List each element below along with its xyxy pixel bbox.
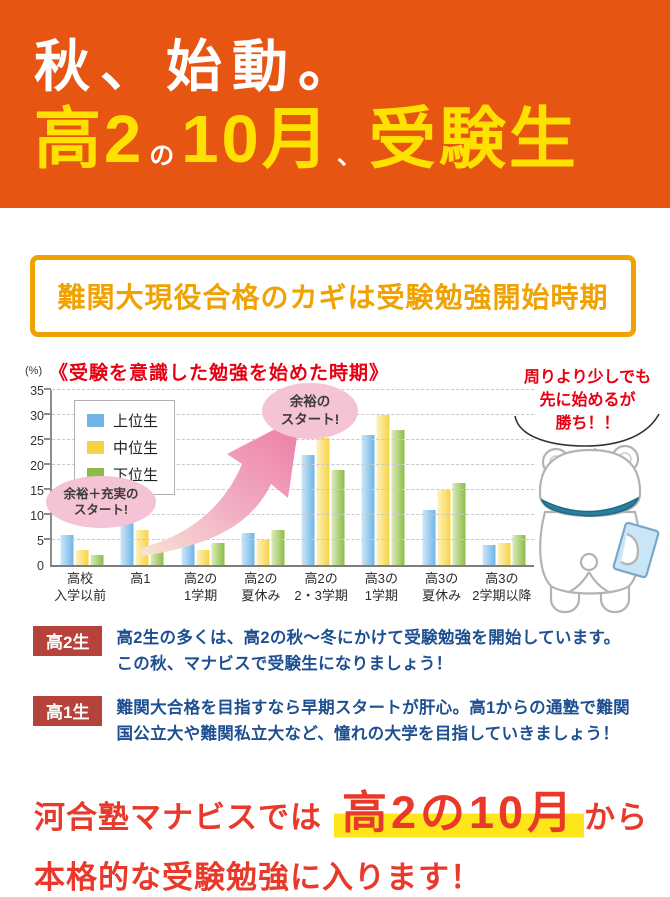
y-tick-label: 5 (37, 534, 44, 548)
x-category-label: 高3の 夏休み (422, 571, 462, 603)
footer-line2: 本格的な受験勉強に入ります！ (34, 860, 482, 895)
bar-中位生-2 (196, 550, 210, 565)
bar-上位生-3 (241, 532, 255, 565)
annotation-bubble-relaxed-solid-start: 余裕＋充実の スタート! (46, 476, 156, 528)
header-title-part5: 受験生 (368, 102, 579, 177)
bar-上位生-6 (422, 510, 436, 565)
y-tick-label: 35 (30, 384, 44, 398)
x-category-label: 高1 (130, 571, 151, 586)
x-category-label: 高2の 夏休み (241, 571, 281, 603)
y-axis-unit-label: (%) (25, 365, 43, 377)
axis-tick (44, 463, 51, 465)
bar-上位生-5 (361, 435, 375, 565)
annotation-bubble-relaxed-start: 余裕の スタート! (262, 383, 358, 439)
bar-下位生-3 (271, 530, 285, 565)
gridline (52, 514, 534, 515)
gridline (52, 489, 534, 490)
axis-tick (44, 438, 51, 440)
bar-上位生-4 (301, 455, 315, 565)
header-title-part1: 高2 (34, 102, 145, 177)
chart-title: 《受験を意識した勉強を始めた時期》 (49, 363, 390, 384)
rising-arrow-icon (140, 416, 300, 556)
grade2-badge: 高2生 (33, 626, 103, 656)
bar-下位生-4 (331, 470, 345, 565)
gridline (52, 539, 534, 540)
y-tick-label: 30 (30, 409, 44, 423)
x-category-label: 高校 入学以前 (54, 571, 107, 603)
header-main-title: 高2 の 10月 、 受験生 (34, 98, 579, 182)
header-banner: 秋、始動。 高2 の 10月 、 受験生 (0, 0, 670, 208)
bar-中位生-6 (437, 490, 451, 565)
footer-message: 河合塾マナビスでは 高2の10月 から 本格的な受験勉強に入ります！ (34, 776, 649, 897)
bar-上位生-7 (482, 545, 496, 565)
header-catchphrase: 秋、始動。 (34, 35, 364, 98)
footer-highlight: 高2の10月 (334, 776, 585, 841)
header-title-part2: の (149, 141, 175, 170)
footer-part1: 河合塾マナビスでは (34, 800, 322, 835)
x-category-label: 高3の 2学期以降 (472, 571, 532, 603)
header-title-part3: 10月 (181, 102, 332, 177)
chart-section: (%) 《受験を意識した勉強を始めた時期》 0 5 10 15 20 25 30 35 余裕＋… (0, 358, 670, 620)
bar-group (414, 390, 474, 565)
mascot-area: 周りより少しでも 先に始めるが 勝ち！！ (505, 360, 670, 618)
legend-swatch (87, 441, 104, 454)
bar-group (52, 390, 112, 565)
axis-tick (44, 413, 51, 415)
bar-下位生-7 (512, 535, 526, 565)
axis-tick (44, 513, 51, 515)
legend-label: 中位生 (113, 440, 159, 457)
section-grade2: 高2生 高2生の多くは、高2の秋～冬にかけて受験勉強を開始しています。 この秋、… (33, 626, 641, 678)
legend-swatch (87, 414, 104, 427)
gridline (52, 464, 534, 465)
bar-下位生-6 (452, 482, 466, 565)
grade2-text: 高2生の多くは、高2の秋～冬にかけて受験勉強を開始しています。 この秋、マナビス… (116, 629, 621, 674)
key-message-text: 難関大現役合格のカギは受験勉強開始時期 (57, 282, 609, 313)
bar-下位生-0 (90, 555, 104, 565)
y-axis-labels: 0 5 10 15 20 25 30 35 (16, 384, 44, 573)
bar-中位生-4 (316, 437, 330, 565)
bar-group (293, 390, 353, 565)
bar-下位生-2 (211, 542, 225, 565)
axis-tick (44, 388, 51, 390)
bar-上位生-0 (60, 535, 74, 565)
axis-tick (44, 538, 51, 540)
x-axis-labels: 高校 入学以前 高1 高2の 1学期 高2の 夏休み 高2の 2・3学期 高3の 1学期高… (50, 571, 532, 605)
y-tick-label: 10 (30, 509, 44, 523)
legend-row-中位生: 中位生 (87, 437, 158, 458)
bar-下位生-5 (391, 430, 405, 565)
y-tick-label: 15 (30, 484, 44, 498)
bar-chart-plot (44, 388, 534, 567)
bear-mascot-icon (538, 444, 660, 614)
bar-中位生-5 (376, 415, 390, 565)
y-tick-label: 0 (37, 559, 44, 573)
footer-part2: から (584, 800, 649, 835)
grade1-text: 難関大合格を目指すなら早期スタートが肝心。高1からの通塾で難関 国公立大や難関私… (116, 699, 630, 744)
bar-上位生-1 (120, 520, 134, 565)
bar-中位生-7 (497, 542, 511, 565)
footer-line1: 河合塾マナビスでは 高2の10月 から (34, 776, 649, 841)
key-message-box: 難関大現役合格のカギは受験勉強開始時期 (30, 255, 636, 337)
mascot-speech-text: 周りより少しでも 先に始めるが 勝ち！！ (523, 369, 652, 433)
grade1-badge: 高1生 (33, 696, 103, 726)
bar-中位生-3 (256, 540, 270, 565)
x-category-label: 高3の 1学期 (364, 571, 398, 603)
x-category-label: 高2の 2・3学期 (294, 571, 348, 603)
legend-row-上位生: 上位生 (87, 410, 158, 431)
axis-tick (44, 488, 51, 490)
y-tick-label: 25 (30, 434, 44, 448)
y-tick-label: 20 (30, 459, 44, 473)
bar-group (474, 390, 534, 565)
x-category-label: 高2の 1学期 (184, 571, 218, 603)
bar-group (233, 390, 293, 565)
bar-中位生-0 (75, 550, 89, 565)
bar-groups (52, 390, 534, 565)
legend-label: 上位生 (113, 413, 159, 430)
bar-group (353, 390, 413, 565)
header-title-part4: 、 (336, 141, 362, 170)
section-grade1: 高1生 難関大合格を目指すなら早期スタートが肝心。高1からの通塾で難関 国公立大… (33, 696, 641, 748)
